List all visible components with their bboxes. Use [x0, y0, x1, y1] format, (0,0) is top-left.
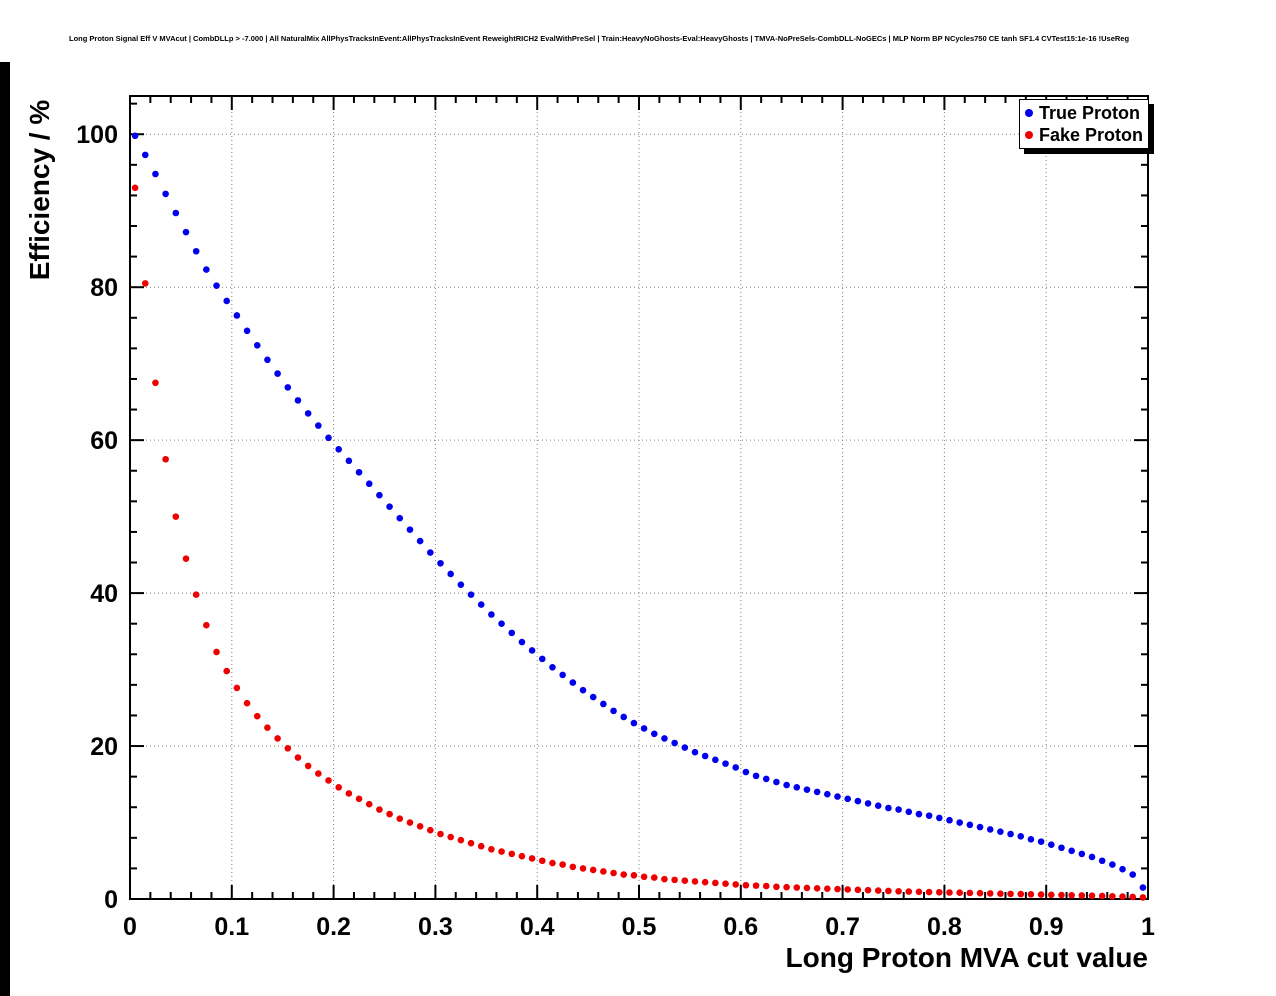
canvas-left-border: [0, 62, 10, 996]
svg-text:0.1: 0.1: [214, 913, 249, 941]
plot-title: Long Proton Signal Eff V MVAcut | CombDL…: [69, 34, 1130, 43]
svg-text:60: 60: [90, 427, 118, 455]
svg-text:0.9: 0.9: [1029, 913, 1064, 941]
svg-text:0.3: 0.3: [418, 913, 453, 941]
y-axis-title: Efficiency / %: [24, 99, 55, 281]
legend: True Proton Fake Proton: [1019, 99, 1149, 149]
svg-text:0.4: 0.4: [520, 913, 555, 941]
svg-text:100: 100: [76, 121, 118, 149]
svg-text:0.8: 0.8: [927, 913, 962, 941]
svg-text:0.5: 0.5: [622, 913, 657, 941]
svg-text:20: 20: [90, 733, 118, 761]
legend-entry-true-proton: True Proton: [1020, 104, 1148, 122]
svg-text:0: 0: [104, 886, 118, 914]
true-proton-marker-icon: [1025, 109, 1033, 117]
x-axis-title: Long Proton MVA cut value: [785, 942, 1148, 973]
svg-text:0.6: 0.6: [723, 913, 758, 941]
svg-text:0: 0: [123, 913, 137, 941]
svg-text:1: 1: [1141, 913, 1155, 941]
svg-text:40: 40: [90, 580, 118, 608]
legend-label-fake-proton: Fake Proton: [1039, 125, 1144, 145]
fake-proton-marker-icon: [1025, 131, 1033, 139]
svg-text:0.7: 0.7: [825, 913, 860, 941]
legend-label-true-proton: True Proton: [1039, 103, 1141, 123]
svg-text:80: 80: [90, 274, 118, 302]
legend-entry-fake-proton: Fake Proton: [1020, 126, 1148, 144]
svg-text:0.2: 0.2: [316, 913, 351, 941]
